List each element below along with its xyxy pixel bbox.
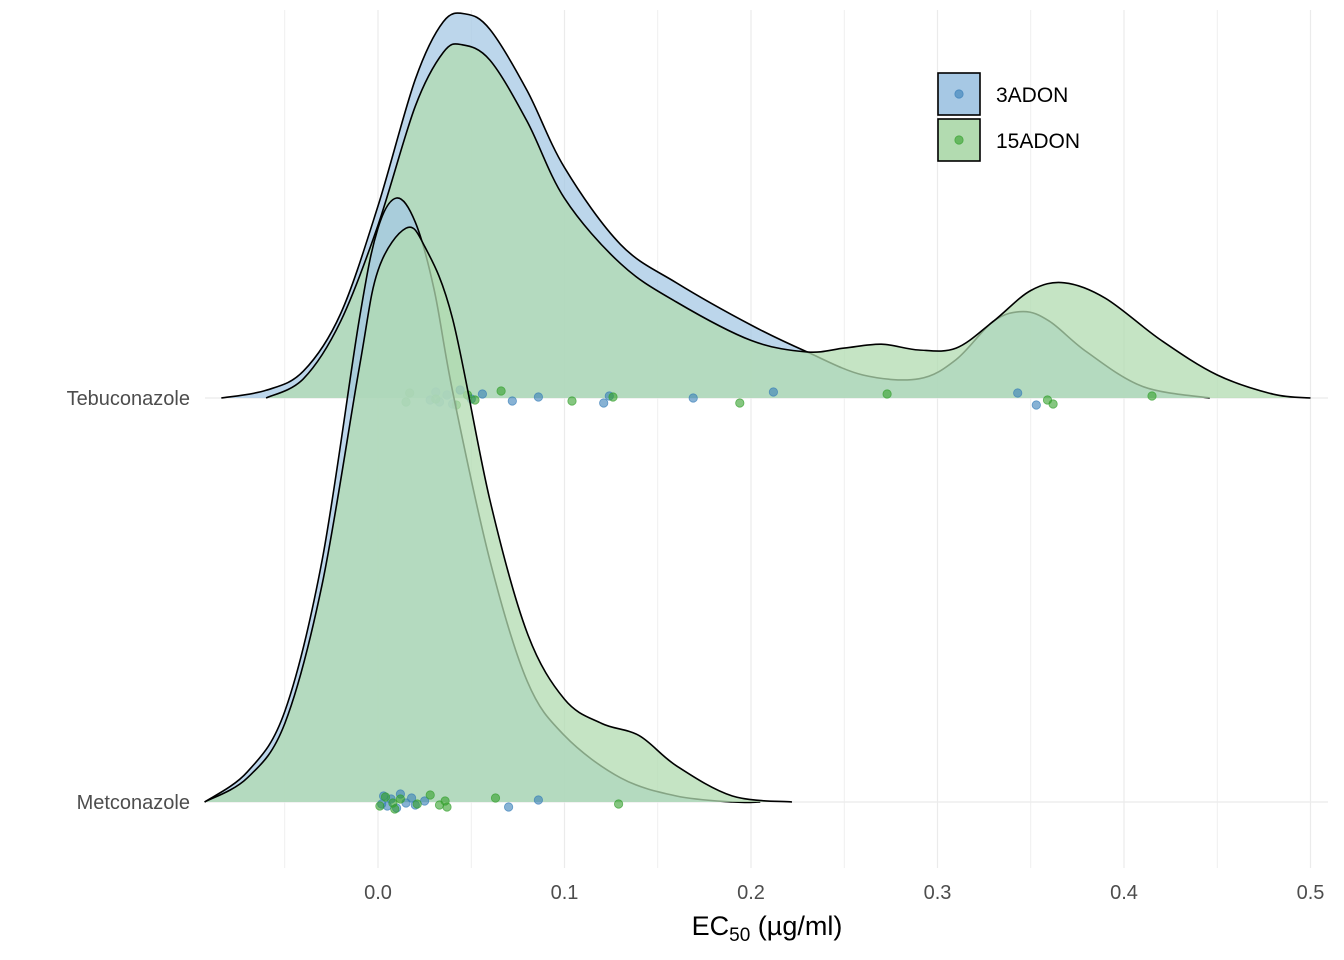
data-point-15adon (567, 396, 577, 406)
data-point-3adon (1031, 400, 1041, 410)
data-point-15adon (1147, 391, 1157, 401)
x-axis-title-subscript: 50 (729, 925, 750, 946)
legend-label-3adon: 3ADON (996, 84, 1068, 107)
density-outline-15adon-tebuconazole (265, 43, 1311, 399)
legend-item-15adon: 15ADON (937, 118, 1080, 162)
x-tick-label: 0.5 (1297, 882, 1325, 904)
x-axis-ticks: 0.0 0.1 0.2 0.3 0.4 0.5 (364, 882, 1324, 904)
data-point-15adon (470, 395, 480, 405)
data-point-15adon (496, 386, 506, 396)
x-tick-label: 0.4 (1110, 882, 1138, 904)
x-axis-title: EC50 (µg/ml) (692, 911, 843, 946)
data-point-15adon (1048, 399, 1058, 409)
data-point-3adon (533, 795, 544, 805)
data-point-15adon (412, 799, 422, 809)
x-tick-label: 0.2 (737, 882, 765, 904)
data-point-3adon (507, 396, 517, 406)
data-point-3adon (406, 793, 417, 803)
legend-point-3adon (954, 89, 964, 99)
data-point-15adon (882, 389, 892, 399)
y-label-metconazole: Metconazole (77, 792, 190, 814)
data-point-3adon (533, 392, 544, 402)
x-tick-label: 0.0 (364, 882, 392, 904)
data-point-3adon (477, 389, 487, 399)
legend: 3ADON 15ADON (937, 72, 1080, 162)
data-point-15adon (425, 790, 435, 800)
data-point-15adon (395, 794, 405, 804)
legend-label-15adon: 15ADON (996, 130, 1080, 153)
data-point-15adon (375, 801, 385, 811)
data-point-3adon (503, 802, 514, 812)
legend-point-15adon (954, 135, 964, 145)
data-point-15adon (380, 792, 391, 802)
data-point-15adon (442, 802, 452, 812)
x-tick-label: 0.1 (551, 882, 579, 904)
data-point-3adon (768, 387, 779, 397)
data-point-15adon (613, 799, 624, 809)
density-area-15adon-metconazole (204, 227, 793, 802)
ridge-group-metconazole (204, 197, 793, 814)
density-area-15adon-tebuconazole (266, 43, 1311, 399)
y-label-tebuconazole: Tebuconazole (67, 388, 190, 410)
data-point-15adon (490, 793, 501, 803)
data-point-15adon (735, 398, 745, 408)
x-tick-label: 0.3 (924, 882, 952, 904)
data-point-3adon (599, 398, 609, 408)
legend-item-3adon: 3ADON (937, 72, 1068, 116)
data-point-15adon (608, 392, 618, 402)
data-point-3adon (1013, 388, 1023, 398)
y-axis-labels: Tebuconazole Metconazole (67, 388, 190, 814)
data-point-15adon (390, 804, 400, 814)
density-ridges (204, 12, 1311, 814)
data-point-3adon (688, 393, 698, 403)
density-outline-15adon-metconazole (204, 226, 793, 803)
